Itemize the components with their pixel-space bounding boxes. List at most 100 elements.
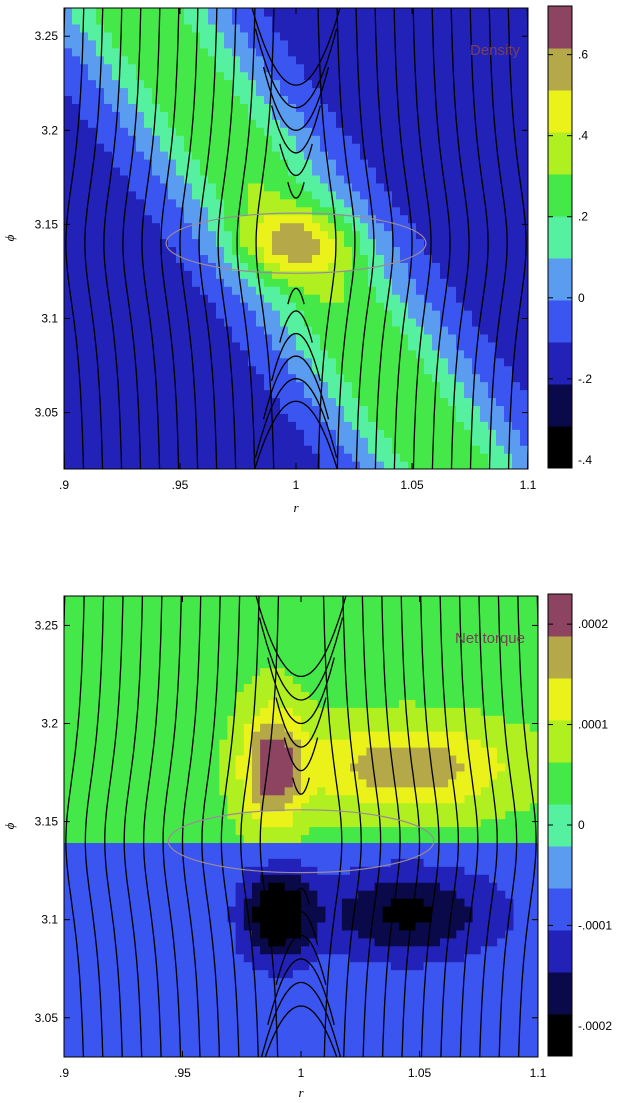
- heatmap-cell: [211, 786, 220, 796]
- heatmap-cell: [64, 1009, 73, 1018]
- heatmap-cell: [392, 206, 401, 216]
- heatmap-cell: [88, 429, 97, 438]
- heatmap-cell: [464, 317, 473, 327]
- heatmap-cell: [216, 63, 225, 73]
- heatmap-cell: [137, 651, 147, 661]
- heatmap-cell: [80, 286, 89, 295]
- heatmap-cell: [144, 159, 153, 168]
- heatmap-cell: [184, 302, 193, 311]
- heatmap-cell: [480, 254, 489, 263]
- heatmap-cell: [145, 715, 155, 724]
- heatmap-cell: [235, 794, 245, 804]
- heatmap-cell: [496, 39, 505, 49]
- heatmap-cell: [480, 325, 489, 335]
- heatmap-cell: [129, 762, 139, 772]
- heatmap-cell: [280, 286, 289, 295]
- heatmap-cell: [224, 246, 233, 255]
- heatmap-cell: [153, 619, 163, 629]
- heatmap-cell: [232, 23, 241, 33]
- heatmap-cell: [336, 429, 345, 438]
- heatmap-cell: [202, 929, 212, 939]
- heatmap-cell: [64, 87, 73, 97]
- heatmap-cell: [202, 969, 212, 979]
- heatmap-cell: [464, 246, 473, 255]
- heatmap-cell: [240, 437, 249, 446]
- heatmap-cell: [96, 389, 105, 399]
- heatmap-cell: [352, 79, 361, 89]
- heatmap-cell: [320, 87, 329, 97]
- heatmap-cell: [136, 278, 145, 287]
- heatmap-cell: [344, 262, 353, 271]
- heatmap-cell: [64, 222, 73, 232]
- heatmap-cell: [464, 365, 473, 375]
- heatmap-cell: [211, 747, 220, 756]
- heatmap-cell: [64, 667, 73, 677]
- heatmap-cell: [160, 286, 169, 295]
- heatmap-cell: [256, 270, 265, 279]
- heatmap-cell: [448, 206, 457, 216]
- heatmap-cell: [456, 182, 465, 192]
- heatmap-cell: [512, 166, 521, 176]
- heatmap-cell: [480, 437, 489, 446]
- heatmap-cell: [152, 143, 161, 152]
- heatmap-cell: [464, 79, 473, 89]
- heatmap-cell: [120, 55, 129, 65]
- heatmap-cell: [296, 389, 305, 399]
- heatmap-cell: [96, 222, 105, 232]
- heatmap-cell: [264, 63, 273, 73]
- heatmap-cell: [235, 747, 245, 756]
- heatmap-cell: [235, 866, 245, 875]
- heatmap-cell: [64, 182, 73, 192]
- heatmap-cell: [208, 317, 217, 327]
- heatmap-cell: [186, 1001, 196, 1010]
- heatmap-cell: [112, 373, 121, 383]
- heatmap-cell: [392, 310, 401, 319]
- heatmap-cell: [192, 381, 201, 391]
- heatmap-cell: [227, 977, 237, 987]
- heatmap-cell: [448, 15, 457, 25]
- heatmap-cell: [416, 55, 425, 65]
- heatmap-cell: [376, 317, 385, 327]
- heatmap-cell: [360, 310, 369, 319]
- heatmap-cell: [88, 246, 97, 255]
- heatmap-cell: [96, 643, 106, 653]
- heatmap-cell: [80, 373, 89, 383]
- heatmap-cell: [512, 445, 521, 454]
- heatmap-cell: [211, 683, 220, 692]
- heatmap-cell: [408, 71, 417, 81]
- heatmap-cell: [243, 659, 253, 669]
- heatmap-cell: [264, 222, 273, 232]
- heatmap-cell: [153, 937, 163, 947]
- heatmap-cell: [360, 397, 369, 407]
- heatmap-cell: [376, 429, 385, 438]
- heatmap-cell: [260, 667, 269, 677]
- streamline: [336, 8, 356, 469]
- heatmap-cell: [192, 166, 201, 176]
- heatmap-cell: [168, 461, 177, 469]
- heatmap-cell: [243, 929, 253, 939]
- heatmap-cell: [360, 421, 369, 430]
- heatmap-cell: [176, 182, 185, 192]
- heatmap-cell: [208, 166, 217, 176]
- heatmap-cell: [96, 842, 106, 851]
- heatmap-cell: [176, 429, 185, 438]
- heatmap-cell: [113, 866, 122, 875]
- heatmap-cell: [240, 135, 249, 144]
- heatmap-cell: [440, 365, 449, 375]
- heatmap-cell: [304, 310, 313, 319]
- heatmap-cell: [296, 373, 305, 383]
- heatmap-cell: [160, 214, 169, 224]
- heatmap-cell: [162, 937, 171, 947]
- heatmap-cell: [240, 373, 249, 383]
- heatmap-cell: [184, 63, 193, 73]
- heatmap-cell: [194, 778, 204, 788]
- heatmap-cell: [160, 31, 169, 41]
- heatmap-cell: [248, 166, 257, 176]
- heatmap-cell: [200, 365, 209, 375]
- heatmap-cell: [72, 294, 81, 303]
- heatmap-cell: [145, 961, 155, 971]
- heatmap-cell: [152, 445, 161, 454]
- heatmap-cell: [360, 31, 369, 41]
- heatmap-cell: [194, 953, 204, 963]
- heatmap-cell: [64, 683, 73, 692]
